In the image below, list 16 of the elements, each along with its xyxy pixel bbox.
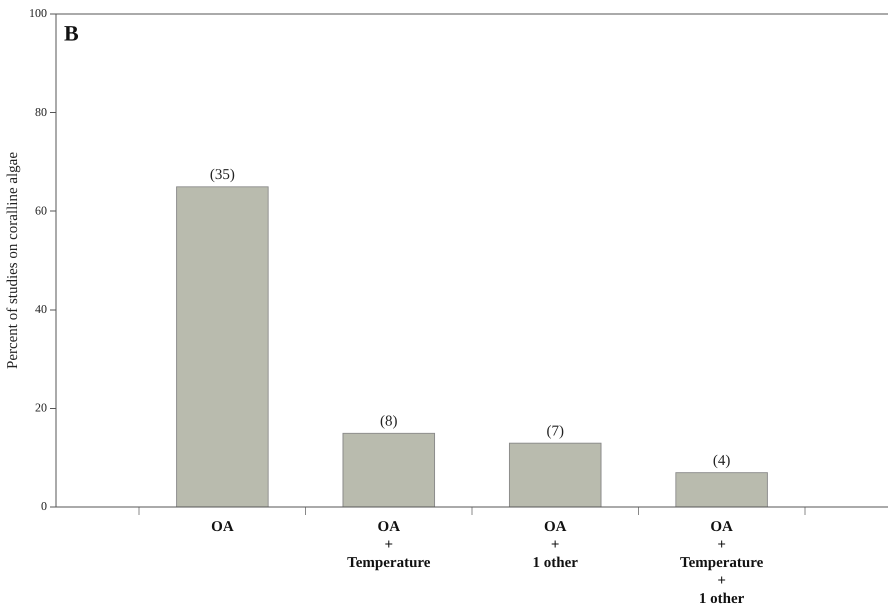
y-tick-label: 20 — [35, 400, 47, 415]
x-tick-label: OA — [211, 518, 234, 535]
x-tick-label: OA + Temperature + 1 other — [680, 518, 764, 607]
y-tick-label: 0 — [41, 499, 47, 514]
x-tick-label: OA + 1 other — [532, 518, 578, 571]
x-tick-label: OA + Temperature — [347, 518, 431, 571]
annotation: B — [64, 20, 79, 46]
y-tick-label: 40 — [35, 302, 47, 316]
y-tick-label: 80 — [35, 104, 47, 119]
annotation: (4) — [712, 452, 730, 469]
y-tick-label: 100 — [29, 6, 47, 20]
annotation: (7) — [546, 423, 564, 440]
y-axis-title: Percent of studies on coralline algae — [4, 152, 21, 370]
y-tick-label: 60 — [35, 203, 47, 218]
annotation: (8) — [380, 413, 398, 430]
annotation: (35) — [210, 166, 235, 183]
